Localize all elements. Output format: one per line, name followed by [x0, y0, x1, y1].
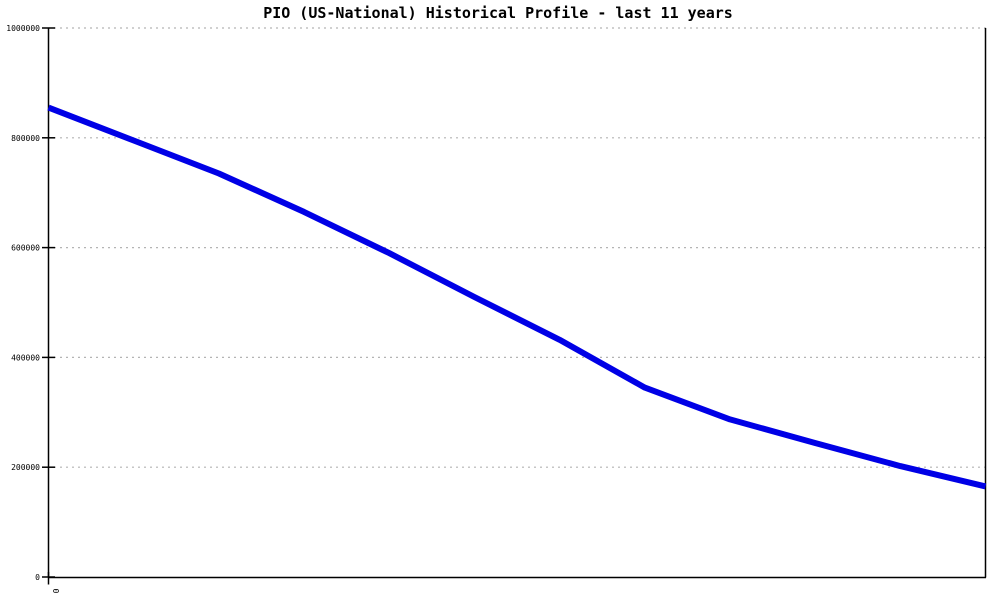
y-tick-label: 800000: [11, 134, 40, 143]
y-tick-label: 200000: [11, 463, 40, 472]
x-tick-label: 0: [51, 589, 60, 594]
y-tick-label: 0: [35, 573, 40, 582]
gridlines: [48, 27, 986, 468]
y-tick-label: 400000: [11, 353, 40, 362]
axes: [47, 28, 987, 585]
data-line: [47, 104, 987, 490]
y-tick-label: 1000000: [6, 24, 40, 33]
y-tick-label: 600000: [11, 244, 40, 253]
chart-title: PIO (US-National) Historical Profile - l…: [263, 4, 733, 22]
y-tick-labels: 0 200000 400000 600000 800000 1000000: [6, 24, 40, 582]
y-tick-marks: [42, 27, 55, 578]
